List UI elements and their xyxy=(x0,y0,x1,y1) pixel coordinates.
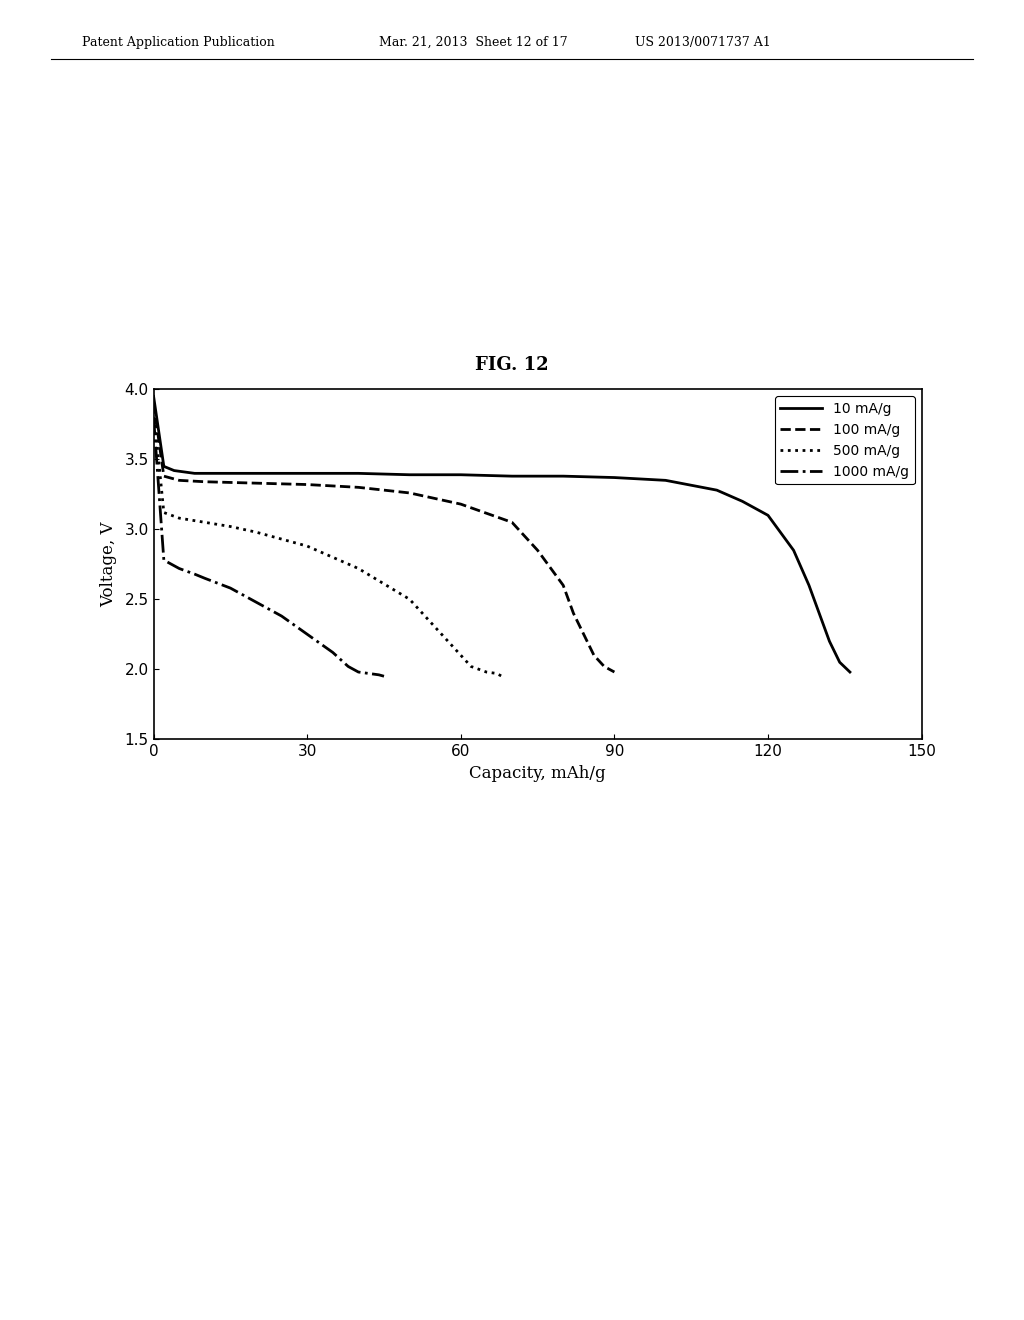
100 mA/g xyxy=(506,515,518,531)
100 mA/g xyxy=(352,479,365,495)
100 mA/g xyxy=(158,469,170,484)
Line: 500 mA/g: 500 mA/g xyxy=(154,411,502,676)
500 mA/g xyxy=(455,647,467,663)
1000 mA/g xyxy=(250,594,262,610)
10 mA/g xyxy=(659,473,672,488)
Legend: 10 mA/g, 100 mA/g, 500 mA/g, 1000 mA/g: 10 mA/g, 100 mA/g, 500 mA/g, 1000 mA/g xyxy=(775,396,914,484)
10 mA/g xyxy=(557,469,569,484)
10 mA/g xyxy=(506,469,518,484)
10 mA/g xyxy=(711,482,723,498)
10 mA/g xyxy=(844,664,856,680)
1000 mA/g xyxy=(362,665,375,681)
100 mA/g xyxy=(301,477,313,492)
100 mA/g xyxy=(598,659,610,675)
10 mA/g xyxy=(158,458,170,474)
100 mA/g xyxy=(608,664,621,680)
500 mA/g xyxy=(250,524,262,540)
500 mA/g xyxy=(496,668,508,684)
1000 mA/g xyxy=(301,627,313,643)
Text: FIG. 12: FIG. 12 xyxy=(475,355,549,374)
10 mA/g xyxy=(736,494,749,510)
500 mA/g xyxy=(429,619,441,635)
500 mA/g xyxy=(173,511,185,527)
1000 mA/g xyxy=(352,664,365,680)
10 mA/g xyxy=(813,606,825,622)
10 mA/g xyxy=(199,466,211,482)
Line: 10 mA/g: 10 mA/g xyxy=(154,396,850,672)
100 mA/g xyxy=(173,473,185,488)
10 mA/g xyxy=(803,577,815,593)
10 mA/g xyxy=(301,466,313,482)
100 mA/g xyxy=(147,396,160,412)
500 mA/g xyxy=(480,664,493,680)
10 mA/g xyxy=(224,466,237,482)
10 mA/g xyxy=(403,467,416,483)
500 mA/g xyxy=(224,519,237,535)
500 mA/g xyxy=(158,504,170,520)
1000 mA/g xyxy=(158,552,170,568)
1000 mA/g xyxy=(275,609,288,624)
500 mA/g xyxy=(490,665,503,681)
500 mA/g xyxy=(147,403,160,418)
10 mA/g xyxy=(455,467,467,483)
10 mA/g xyxy=(250,466,262,482)
100 mA/g xyxy=(531,543,544,558)
100 mA/g xyxy=(199,474,211,490)
10 mA/g xyxy=(168,462,180,478)
1000 mA/g xyxy=(188,566,201,582)
1000 mA/g xyxy=(327,644,339,660)
1000 mA/g xyxy=(342,659,354,675)
100 mA/g xyxy=(567,606,580,622)
10 mA/g xyxy=(352,466,365,482)
500 mA/g xyxy=(465,659,477,675)
1000 mA/g xyxy=(199,570,211,586)
1000 mA/g xyxy=(224,581,237,597)
500 mA/g xyxy=(403,591,416,607)
Y-axis label: Voltage, V: Voltage, V xyxy=(100,521,118,607)
X-axis label: Capacity, mAh/g: Capacity, mAh/g xyxy=(469,764,606,781)
100 mA/g xyxy=(403,484,416,500)
Line: 100 mA/g: 100 mA/g xyxy=(154,404,614,672)
100 mA/g xyxy=(578,627,590,643)
100 mA/g xyxy=(455,496,467,512)
1000 mA/g xyxy=(373,667,385,682)
Text: US 2013/0071737 A1: US 2013/0071737 A1 xyxy=(635,36,771,49)
100 mA/g xyxy=(557,577,569,593)
1000 mA/g xyxy=(173,561,185,577)
500 mA/g xyxy=(301,539,313,554)
100 mA/g xyxy=(250,475,262,491)
Line: 1000 mA/g: 1000 mA/g xyxy=(154,417,384,676)
10 mA/g xyxy=(787,543,800,558)
1000 mA/g xyxy=(378,668,390,684)
10 mA/g xyxy=(823,634,836,649)
1000 mA/g xyxy=(147,409,160,425)
10 mA/g xyxy=(178,465,190,480)
500 mA/g xyxy=(199,515,211,531)
500 mA/g xyxy=(352,561,365,577)
10 mA/g xyxy=(608,470,621,486)
10 mA/g xyxy=(834,655,846,671)
100 mA/g xyxy=(588,647,600,663)
10 mA/g xyxy=(188,466,201,482)
10 mA/g xyxy=(762,507,774,523)
Text: Patent Application Publication: Patent Application Publication xyxy=(82,36,274,49)
10 mA/g xyxy=(147,388,160,404)
Text: Mar. 21, 2013  Sheet 12 of 17: Mar. 21, 2013 Sheet 12 of 17 xyxy=(379,36,567,49)
